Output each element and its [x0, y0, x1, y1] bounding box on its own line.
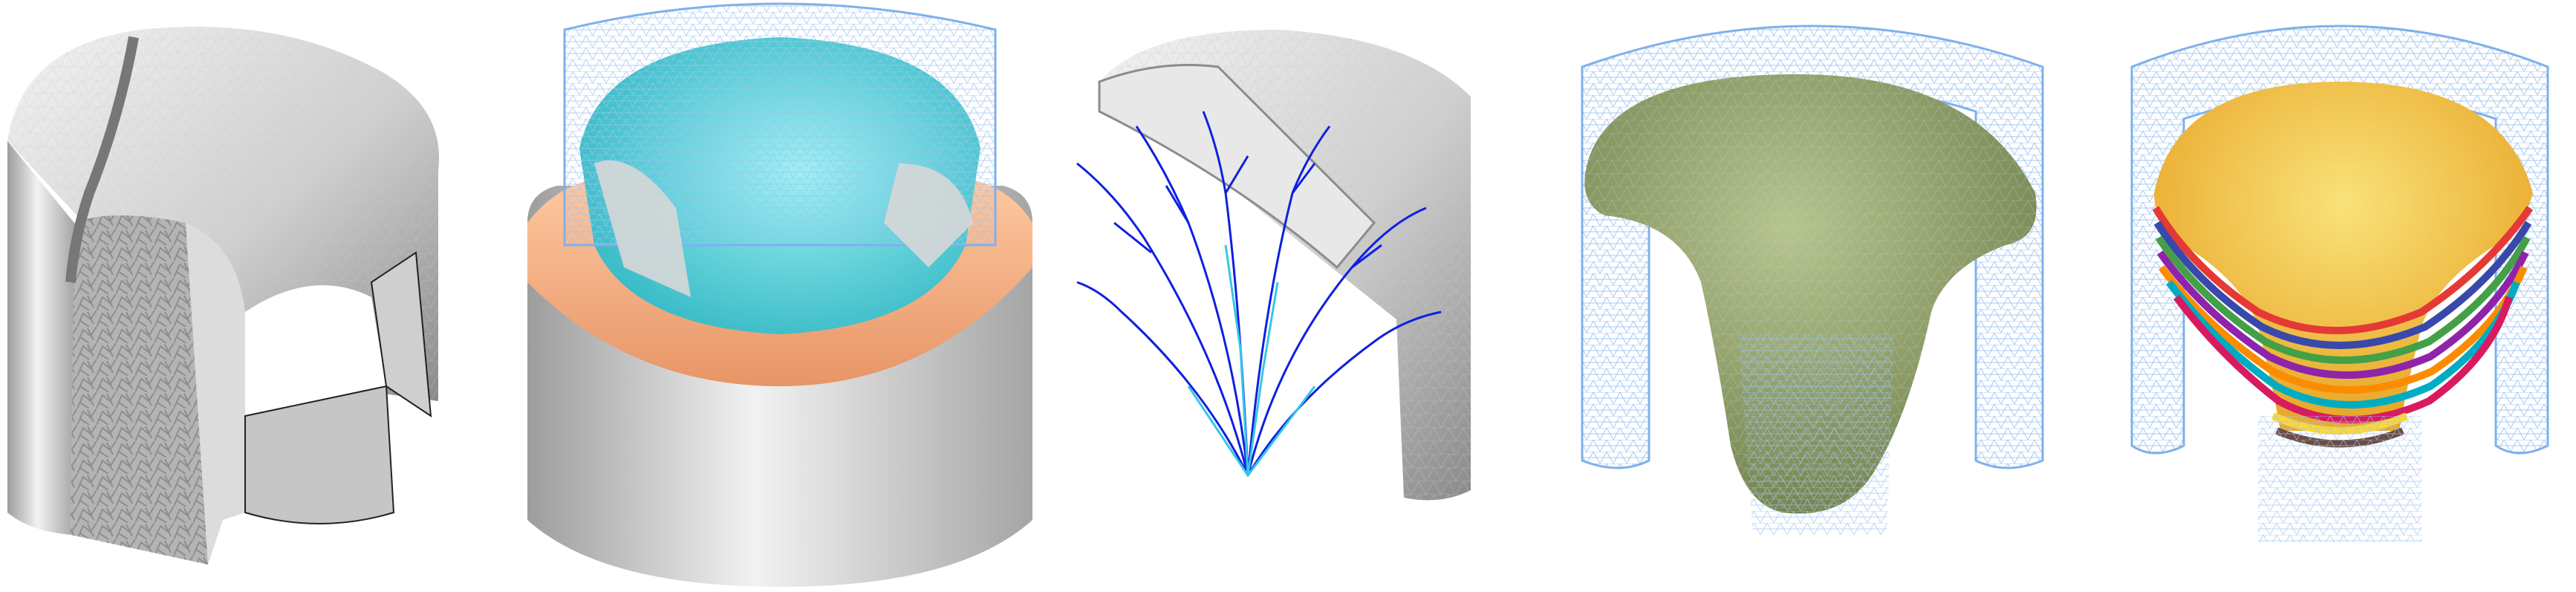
organic-volume-illustration — [1581, 25, 2044, 535]
front-panel — [244, 385, 395, 524]
wire-core — [2258, 416, 2421, 542]
wire-shell — [565, 4, 995, 245]
solid-dome-illustration — [7, 27, 440, 565]
cutout-left — [594, 160, 691, 297]
outer-wall-left — [7, 141, 74, 535]
panel-solid-dome — [0, 0, 475, 592]
panel-colored-layers — [2110, 0, 2570, 592]
wire-shell — [1582, 26, 2043, 468]
side-fin — [370, 251, 432, 417]
support-tree-illustration — [1076, 30, 1471, 501]
colored-layers-illustration — [2130, 25, 2549, 542]
wire-core — [1738, 334, 1894, 535]
tree-branches — [1076, 111, 1442, 476]
window-opening — [245, 285, 386, 416]
cutout-right — [884, 163, 973, 267]
gold-dome — [2154, 82, 2533, 431]
layered-dome-illustration — [527, 2, 1032, 587]
inner-arch — [186, 223, 245, 565]
tree-trunk — [1187, 244, 1316, 478]
mesh-seam — [65, 36, 139, 283]
rough-rim — [1098, 64, 1376, 270]
panel-support-tree — [1055, 0, 1500, 592]
panel-organic-volume — [1560, 0, 2065, 592]
panel-layered-dome — [513, 0, 1047, 592]
wire-shell — [2132, 26, 2548, 453]
